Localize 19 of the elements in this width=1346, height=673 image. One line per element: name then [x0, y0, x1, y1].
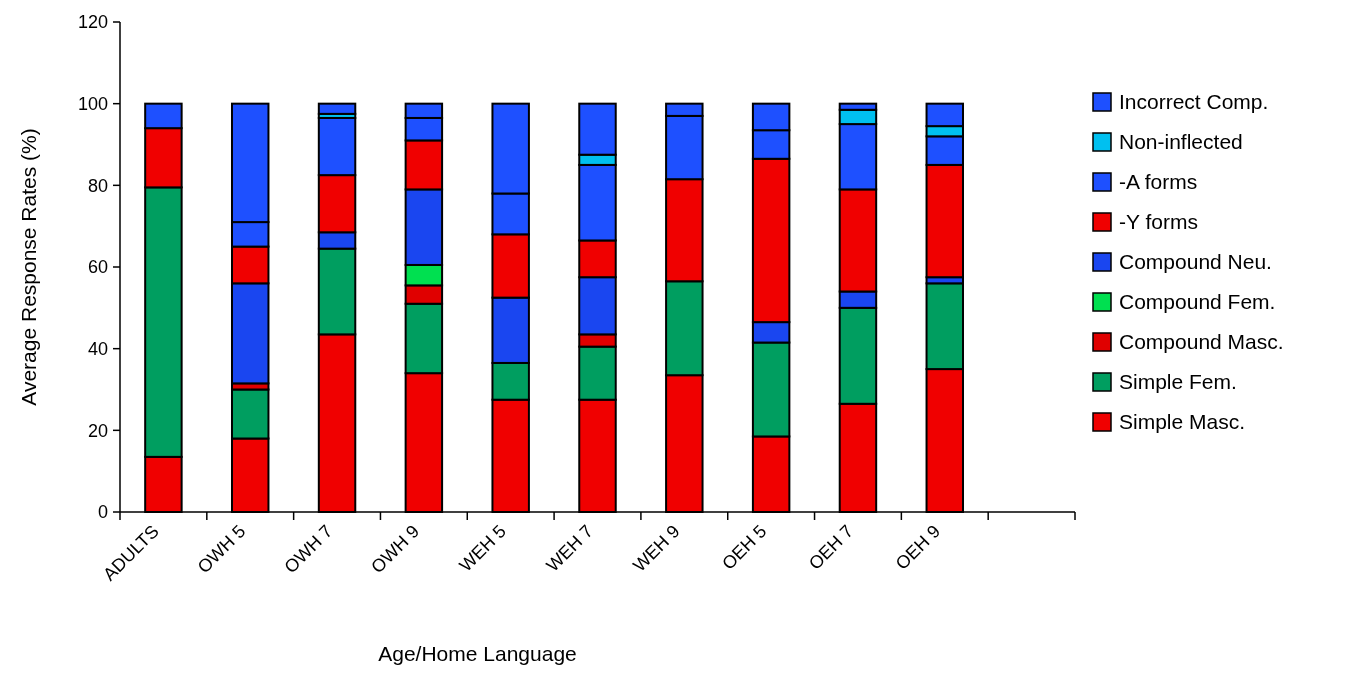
legend-label: Compound Masc. — [1119, 330, 1284, 354]
legend-label: Compound Neu. — [1119, 250, 1272, 274]
legend-label: -A forms — [1119, 170, 1198, 194]
y-tick-label: 120 — [77, 12, 108, 33]
legend-label: Compound Fem. — [1119, 290, 1276, 314]
y-tick-label: 20 — [87, 420, 108, 441]
legend-label: Simple Masc. — [1119, 410, 1246, 434]
bar — [317, 102, 357, 115]
legend-label: Incorrect Comp. — [1119, 90, 1269, 114]
legend-label: Simple Fem. — [1119, 370, 1237, 394]
y-tick-label: 0 — [97, 502, 108, 523]
y-tick-label: 60 — [87, 257, 108, 278]
legend-label: -Y forms — [1119, 210, 1198, 234]
x-axis-title: Age/Home Language — [378, 642, 577, 665]
y-tick-label: 100 — [77, 93, 108, 114]
y-tick-label: 80 — [87, 175, 108, 196]
legend-label: Non-inflected — [1119, 130, 1243, 154]
y-tick-label: 40 — [87, 338, 108, 359]
y-axis-title: Average Response Rates (%) — [17, 128, 40, 406]
